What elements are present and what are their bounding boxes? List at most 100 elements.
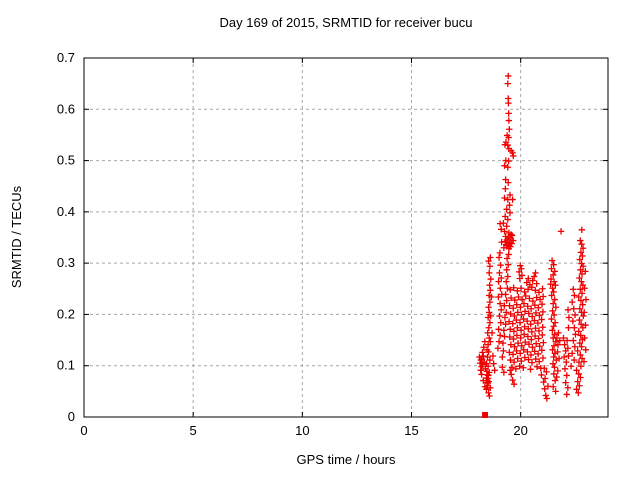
data-point bbox=[539, 285, 546, 292]
data-point bbox=[487, 254, 494, 261]
data-point bbox=[518, 357, 525, 365]
data-point bbox=[572, 331, 579, 338]
data-point bbox=[578, 343, 585, 350]
data-point bbox=[551, 331, 558, 338]
data-point bbox=[504, 141, 511, 149]
data-point bbox=[532, 309, 540, 317]
data-point bbox=[525, 310, 532, 317]
data-point bbox=[485, 372, 492, 379]
data-point bbox=[570, 305, 577, 312]
data-point bbox=[576, 274, 583, 282]
data-point bbox=[514, 309, 522, 316]
data-point bbox=[517, 334, 524, 342]
data-point bbox=[526, 295, 533, 302]
data-point bbox=[576, 316, 583, 324]
data-point bbox=[511, 343, 518, 350]
data-point bbox=[564, 306, 572, 314]
data-point bbox=[503, 297, 510, 304]
data-point bbox=[524, 317, 531, 325]
data-point bbox=[511, 312, 518, 320]
data-point bbox=[533, 294, 540, 301]
data-point bbox=[529, 313, 536, 320]
data-point bbox=[503, 278, 510, 285]
data-point bbox=[550, 261, 557, 268]
data-point bbox=[531, 348, 538, 355]
data-point bbox=[541, 385, 548, 392]
data-point bbox=[506, 209, 514, 217]
data-point bbox=[480, 352, 487, 360]
data-point bbox=[578, 278, 585, 285]
data-point bbox=[535, 327, 543, 335]
data-point bbox=[550, 288, 557, 296]
data-point bbox=[513, 301, 520, 308]
data-point bbox=[549, 300, 557, 307]
data-point bbox=[518, 311, 525, 319]
data-point bbox=[528, 328, 536, 336]
data-point bbox=[527, 305, 535, 312]
data-point bbox=[539, 293, 547, 300]
data-point bbox=[579, 252, 586, 260]
data-point bbox=[568, 350, 576, 357]
data-point bbox=[496, 332, 504, 339]
data-point bbox=[502, 320, 509, 328]
data-point bbox=[575, 370, 582, 378]
y-axis-label: SRMTID / TECUs bbox=[9, 185, 24, 288]
data-point bbox=[502, 185, 509, 192]
data-point bbox=[577, 332, 584, 339]
data-point bbox=[483, 360, 490, 367]
data-point bbox=[570, 356, 578, 364]
data-point bbox=[505, 99, 512, 107]
data-point bbox=[532, 287, 539, 294]
data-point bbox=[539, 354, 547, 362]
data-point bbox=[548, 292, 555, 299]
data-point bbox=[529, 277, 536, 284]
data-point bbox=[564, 345, 572, 352]
data-point bbox=[575, 293, 582, 301]
data-point bbox=[553, 373, 560, 381]
data-point bbox=[574, 378, 581, 385]
data-point bbox=[577, 286, 584, 293]
data-point bbox=[549, 307, 556, 315]
data-point bbox=[547, 280, 554, 288]
data-point bbox=[509, 149, 516, 157]
data-point bbox=[569, 317, 577, 325]
data-point bbox=[577, 374, 584, 381]
data-point bbox=[513, 347, 520, 355]
data-point bbox=[478, 371, 485, 378]
data-point bbox=[500, 347, 507, 355]
data-point bbox=[506, 302, 513, 309]
data-point bbox=[563, 358, 570, 366]
data-point bbox=[486, 369, 493, 376]
data-point bbox=[538, 300, 546, 308]
data-point bbox=[579, 263, 587, 270]
data-point bbox=[486, 298, 494, 306]
data-point bbox=[555, 355, 563, 362]
data-point bbox=[514, 355, 521, 362]
data-point bbox=[504, 164, 511, 171]
data-point bbox=[561, 341, 568, 348]
data-point bbox=[567, 363, 575, 370]
data-point bbox=[543, 395, 551, 402]
data-point bbox=[506, 286, 514, 294]
data-point bbox=[541, 365, 548, 372]
data-point bbox=[565, 352, 572, 360]
data-point bbox=[581, 334, 588, 342]
data-point bbox=[498, 226, 505, 233]
data-point bbox=[565, 314, 573, 321]
data-point bbox=[565, 324, 572, 331]
data-point bbox=[497, 319, 504, 326]
data-point bbox=[486, 309, 493, 316]
x-axis-label: GPS time / hours bbox=[297, 452, 396, 467]
data-point bbox=[488, 293, 495, 301]
data-point bbox=[495, 254, 503, 261]
data-point bbox=[578, 240, 585, 248]
data-point bbox=[503, 255, 511, 262]
data-point bbox=[527, 351, 535, 359]
y-tick-label: 0.6 bbox=[57, 101, 75, 116]
data-point bbox=[562, 379, 569, 386]
data-point bbox=[531, 317, 538, 324]
plot-border bbox=[83, 57, 609, 418]
data-point bbox=[505, 179, 512, 186]
data-point bbox=[574, 347, 581, 355]
data-point bbox=[496, 300, 504, 307]
